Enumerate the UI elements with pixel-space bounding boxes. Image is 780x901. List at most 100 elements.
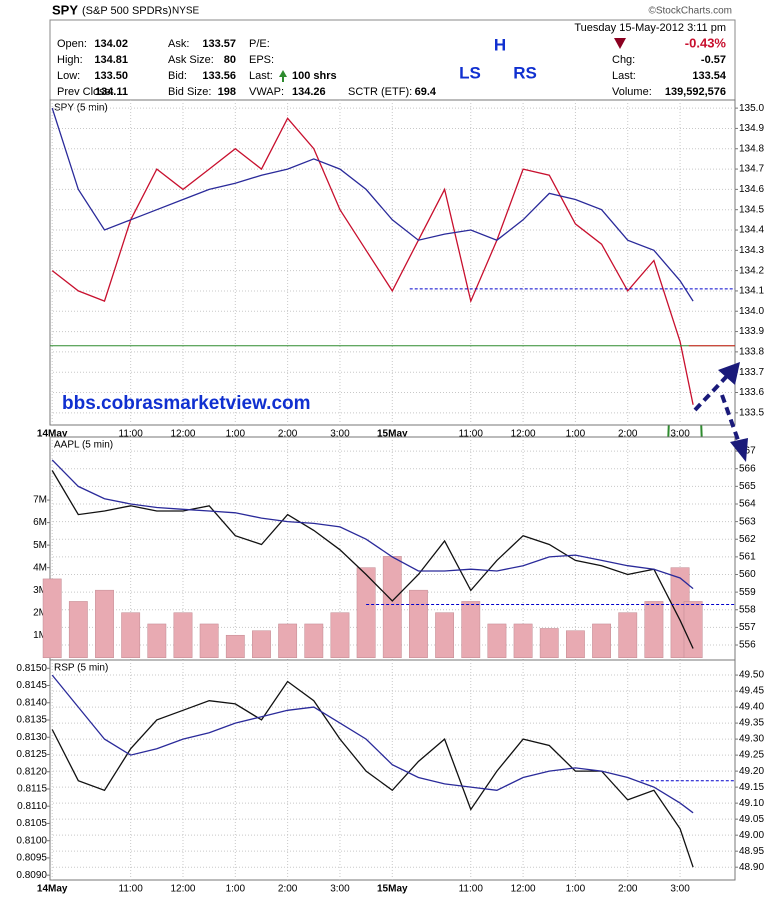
y2-tick-label: 0.8130 [16,732,47,743]
y-tick-label: 563 [739,516,756,527]
x-tick-label: 3:00 [330,429,350,440]
x-tick-label: 11:00 [459,429,484,440]
volume-bar [121,612,141,658]
y-tick-label: 134.5 [739,204,764,215]
y-tick-label: 134.8 [739,143,764,154]
volume-bar [683,601,703,658]
y-tick-label: 560 [739,569,756,580]
date: Tuesday 15-May-2012 3:11 pm [574,22,726,34]
y-tick-label: 134.4 [739,225,764,236]
y-tick-label: 49.00 [739,830,764,841]
field-label: High: [57,54,83,66]
field-label: Volume: [612,86,652,98]
x-tick-label: 2:00 [618,884,638,895]
x-tick-label: 1:00 [226,884,246,895]
y-tick-label: 564 [739,499,756,510]
y-tick-label: 556 [739,640,756,651]
field-value: 100 shrs [292,70,337,82]
y2-tick-label: 6M [33,517,47,528]
annotation: LS [459,63,481,82]
panel-title: AAPL (5 min) [54,440,113,451]
field-value: 133.56 [202,70,236,82]
source: ©StockCharts.com [648,6,732,17]
y2-tick-label: 0.8095 [16,853,47,864]
y-tick-label: 567 [739,446,756,457]
volume-bar [278,623,298,658]
field-label: Ask: [168,38,189,50]
y-tick-label: 561 [739,552,756,563]
y-tick-label: 562 [739,534,756,545]
field-value: 133.57 [202,38,236,50]
y2-tick-label: 0.8120 [16,766,47,777]
volume-bar [68,601,88,658]
y2-tick-label: 0.8145 [16,680,47,691]
field-label: Last: [249,70,273,82]
y-tick-label: 133.5 [739,407,764,418]
x-tick-label: 3:00 [670,884,690,895]
field-value: 134.11 [95,86,128,98]
x-tick-label: 3:00 [330,884,350,895]
field-label: Prev Close: [57,86,114,98]
volume-bar [566,630,585,658]
y2-tick-label: 0.8090 [16,870,47,881]
y-tick-label: 49.10 [739,798,764,809]
x-tick-label: 11:00 [459,884,484,895]
y-tick-label: 49.05 [739,814,764,825]
field-value: 134.02 [94,38,128,50]
y2-tick-label: 0.8135 [16,715,47,726]
volume-bar [199,623,219,658]
y-tick-label: 49.50 [739,670,764,681]
y-tick-label: 133.8 [739,347,764,358]
y-tick-label: 133.7 [739,367,764,378]
x-tick-label: 11:00 [119,429,144,440]
field-label: Ask Size: [168,54,214,66]
x-tick-label: 12:00 [511,884,536,895]
y2-tick-label: 2M [33,607,47,618]
volume-bar [644,601,664,658]
up-arrow [279,70,287,77]
x-tick-label: 15May [377,884,408,895]
arrow-up [693,373,730,412]
price-line [51,107,694,302]
y2-tick-label: 0.8125 [16,749,47,760]
field-label: P/E: [249,38,270,50]
annotation: H [494,35,506,54]
annotation: RS [513,63,537,82]
y-tick-label: 558 [739,604,756,615]
y-tick-label: 134.9 [739,123,764,134]
x-tick-label: 11:00 [119,884,144,895]
price-line [51,470,694,649]
y-tick-label: 559 [739,587,756,598]
y2-tick-label: 0.8150 [16,663,47,674]
x-tick-label: 1:00 [566,884,586,895]
price-line [51,459,694,590]
x-tick-label: 2:00 [618,429,638,440]
field-label: Open: [57,38,87,50]
y2-tick-label: 3M [33,585,47,596]
volume-bar [592,623,611,658]
volume-bar [409,589,428,658]
x-tick-label: 1:00 [566,429,586,440]
arrow-down [720,394,740,441]
volume-bar [304,623,324,658]
x-tick-label: 14May [37,429,68,440]
y2-tick-label: 0.8115 [17,784,47,795]
x-tick-label: 12:00 [170,884,195,895]
exchange: NYSE [172,6,200,17]
y-tick-label: 565 [739,481,756,492]
y-tick-label: 48.95 [739,846,764,857]
quote-box [49,19,736,101]
y-tick-label: 134.7 [739,164,764,175]
y-tick-label: 49.20 [739,766,764,777]
y-tick-label: 49.40 [739,702,764,713]
field-label: Chg: [612,54,635,66]
field-label: Bid Size: [168,86,211,98]
x-tick-label: 2:00 [278,429,298,440]
y-tick-label: 49.15 [739,782,764,793]
volume-bar [487,623,507,658]
volume-bar [330,612,350,658]
field-label: Bid: [168,70,187,82]
y2-tick-label: 0.8100 [16,835,47,846]
change-pct: -0.43% [685,35,727,50]
